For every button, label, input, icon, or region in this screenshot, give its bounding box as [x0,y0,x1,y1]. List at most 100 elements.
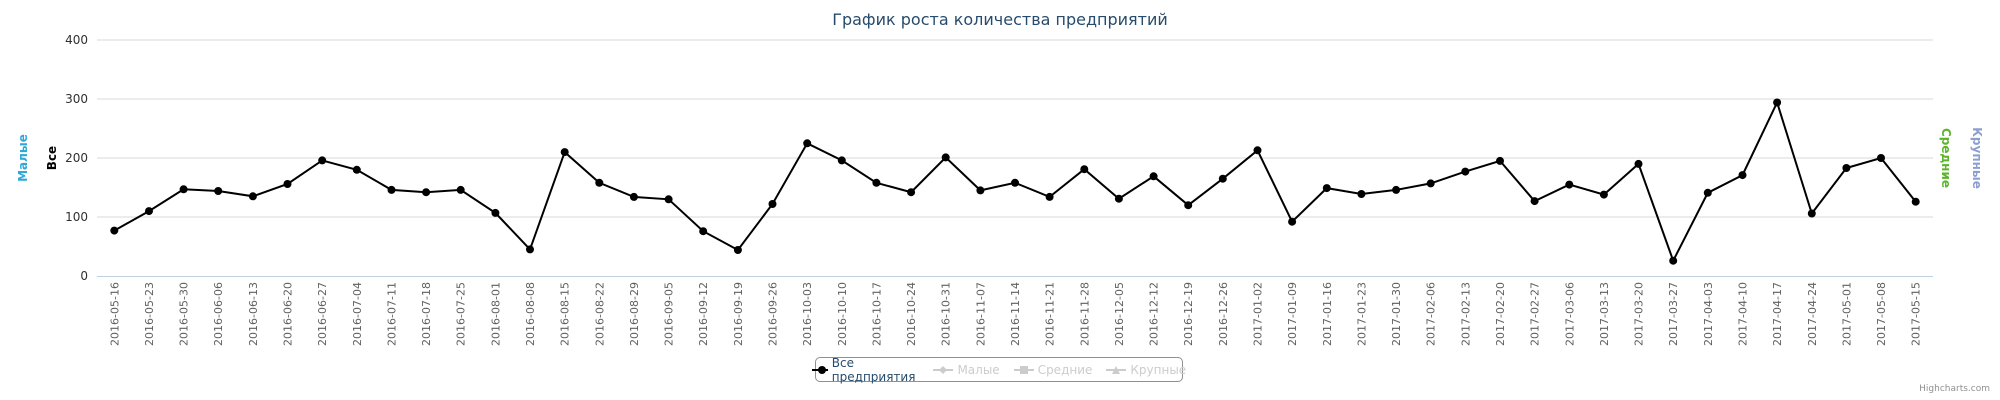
x-tick-label: 2017-02-27 [1529,282,1542,346]
data-point [595,178,604,187]
legend-label: Малые [957,362,1000,377]
x-tick-label: 2016-09-19 [732,282,745,346]
legend-label: Все предприятия [831,355,916,384]
data-point [907,188,916,197]
x-tick-label: 2017-05-01 [1840,282,1853,346]
x-tick-label: 2016-06-20 [282,282,295,346]
x-tick-label: 2016-07-04 [351,282,364,346]
x-tick-label: 2017-05-15 [1910,282,1923,346]
data-point [1530,197,1539,206]
y-tick-label: 100 [65,210,88,224]
data-point [837,156,846,165]
x-tick-label: 2016-08-15 [559,282,572,346]
data-point [526,245,534,254]
legend-item[interactable]: Малые [933,362,1000,377]
data-point [248,192,257,201]
x-tick-label: 2016-08-08 [524,282,537,346]
data-point [145,207,153,216]
data-point [283,180,292,188]
x-tick-label: 2016-06-06 [212,282,225,346]
data-point [976,186,985,195]
data-point [664,195,673,204]
credits-link[interactable]: Highcharts.com [1919,384,1990,394]
data-point [1807,209,1816,218]
data-point [1773,98,1782,107]
y-tick-label: 300 [65,92,88,106]
data-point [1634,159,1643,168]
legend-item[interactable]: Все предприятия [811,355,920,384]
data-point [1426,179,1435,188]
y-axis-title-right: Крупные [1970,127,1984,189]
x-tick-label: 2016-07-25 [455,282,468,346]
data-point [1703,188,1712,197]
x-tick-label: 2016-08-22 [593,282,606,346]
x-tick-label: 2017-01-09 [1286,282,1299,346]
data-point [318,156,327,165]
x-tick-label: 2016-08-01 [489,282,502,346]
x-tick-label: 2017-02-20 [1494,282,1507,346]
legend-marker-icon [933,365,954,374]
chart-title: График роста количества предприятий [832,10,1168,29]
x-tick-label: 2016-05-23 [143,282,156,346]
data-point [491,208,500,217]
data-point [629,192,638,201]
x-tick-label: 2017-01-16 [1321,282,1334,346]
x-tick-label: 2017-02-13 [1459,282,1472,346]
data-point [803,139,812,148]
x-tick-label: 2016-12-19 [1182,282,1195,346]
legend: Все предприятия Малые Средние Крупные [811,355,1186,384]
x-tick-label: 2017-03-20 [1633,282,1646,346]
x-tick-label: 2017-05-08 [1875,282,1888,346]
x-tick-label: 2017-01-02 [1251,282,1264,346]
data-point [1184,201,1193,210]
data-point [872,178,881,187]
x-tick-label: 2016-12-05 [1113,282,1126,346]
x-tick-label: 2016-05-30 [178,282,191,346]
data-point [941,153,950,162]
x-tick-label: 2017-04-03 [1702,282,1715,346]
legend-marker-icon [1106,365,1127,374]
y-tick-label: 200 [65,151,88,165]
x-tick-label: 2017-04-24 [1806,282,1819,346]
x-tick-label: 2016-07-11 [385,282,398,346]
data-point [1357,190,1366,198]
x-tick-label: 2017-04-10 [1736,282,1749,346]
y-tick-label: 0 [80,269,88,283]
legend-label: Крупные [1130,362,1187,377]
x-tick-label: 2016-06-13 [247,282,260,346]
data-point [768,200,777,208]
data-point [1288,217,1297,226]
data-point [1045,192,1054,201]
x-tick-label: 2016-09-12 [697,282,710,346]
legend-item[interactable]: Крупные [1106,363,1186,377]
x-tick-label: 2016-12-26 [1217,282,1230,346]
x-tick-label: 2017-02-06 [1425,282,1438,346]
data-point [1392,185,1401,194]
x-tick-label: 2016-10-24 [905,282,918,346]
x-tick-label: 2016-10-31 [940,282,953,346]
data-point [1842,164,1851,172]
data-point [214,187,223,195]
x-tick-label: 2016-09-26 [767,282,780,346]
x-tick-label: 2016-06-27 [316,282,329,346]
data-point [699,227,708,236]
x-tick-label: 2016-11-21 [1044,282,1057,346]
x-tick-label: 2016-10-10 [836,282,849,346]
data-point [1461,167,1470,176]
x-tick-label: 2016-08-29 [628,282,641,346]
x-tick-label: 2017-01-23 [1355,282,1368,346]
x-tick-label: 2017-03-13 [1598,282,1611,346]
x-tick-label: 2017-04-17 [1771,282,1784,346]
x-tick-label: 2016-10-03 [801,282,814,346]
data-point [1218,174,1227,183]
data-point [1114,194,1123,203]
data-point [1599,190,1608,199]
x-tick-label: 2016-11-28 [1078,282,1091,346]
data-point [1565,180,1574,189]
x-tick-label: 2016-05-16 [108,282,121,346]
x-tick-label: 2016-11-14 [1009,282,1022,346]
legend-item[interactable]: Средние [1013,363,1092,377]
data-point [1322,184,1331,193]
